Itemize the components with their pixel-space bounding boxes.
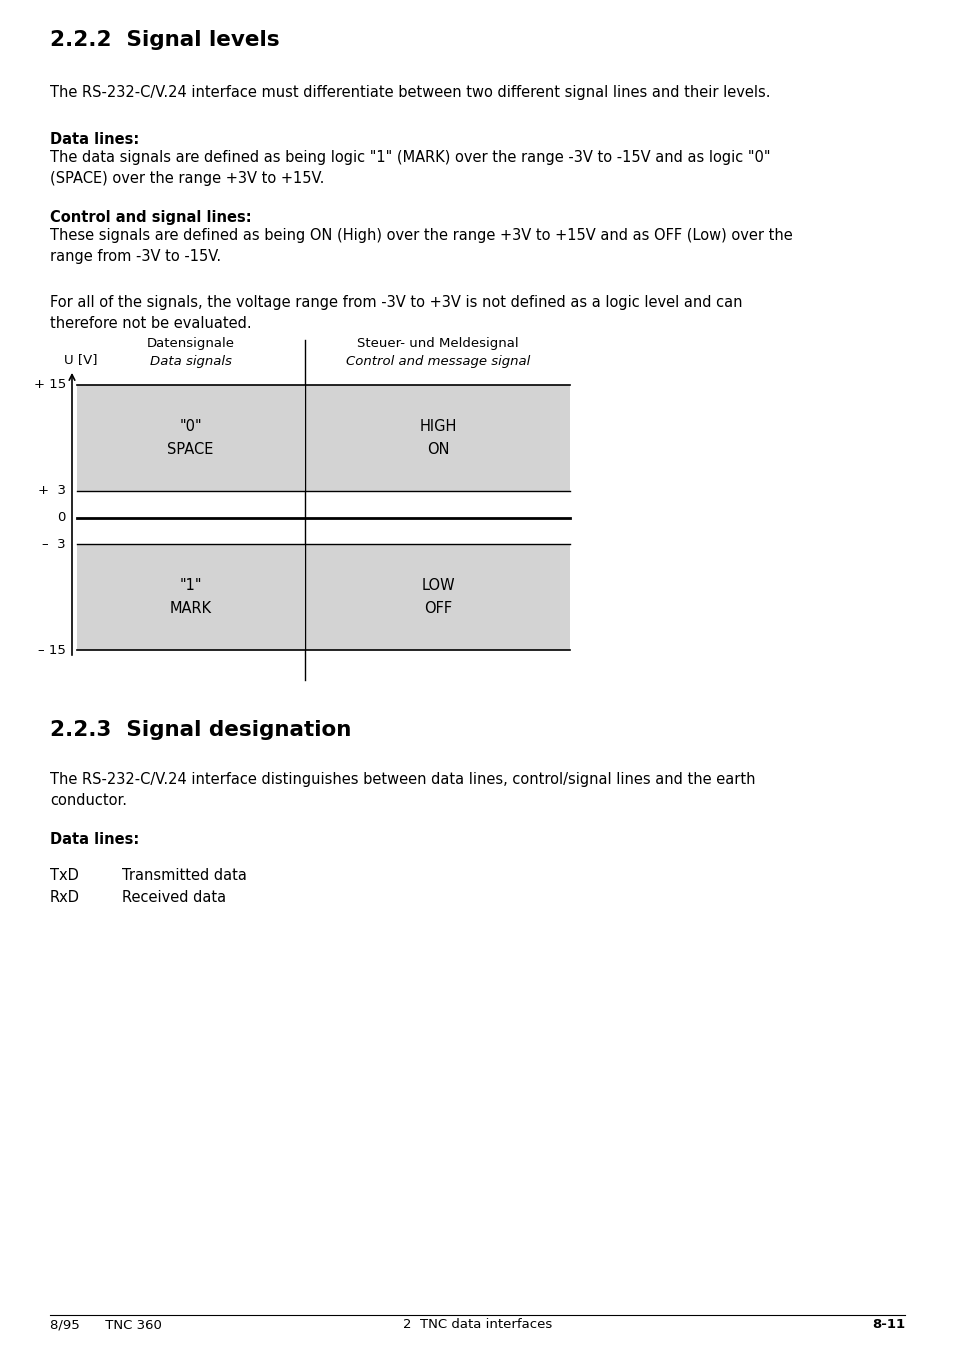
Text: The data signals are defined as being logic "1" (MARK) over the range -3V to -15: The data signals are defined as being lo… bbox=[50, 149, 770, 186]
Text: 0: 0 bbox=[57, 511, 66, 524]
Text: 8-11: 8-11 bbox=[871, 1318, 904, 1331]
Text: RxD: RxD bbox=[50, 890, 80, 905]
Bar bbox=[306, 385, 569, 491]
Text: "1"
MARK: "1" MARK bbox=[170, 579, 212, 615]
Text: 2  TNC data interfaces: 2 TNC data interfaces bbox=[402, 1318, 552, 1331]
Text: Data lines:: Data lines: bbox=[50, 832, 139, 847]
Text: Control and message signal: Control and message signal bbox=[346, 355, 530, 367]
Text: TxD: TxD bbox=[50, 868, 79, 883]
Text: Transmitted data: Transmitted data bbox=[122, 868, 247, 883]
Text: Datensignale: Datensignale bbox=[147, 336, 234, 350]
Text: LOW
OFF: LOW OFF bbox=[420, 579, 455, 615]
Text: HIGH
ON: HIGH ON bbox=[419, 420, 456, 456]
Bar bbox=[77, 385, 304, 491]
Bar bbox=[306, 544, 569, 650]
Text: +  3: + 3 bbox=[38, 485, 66, 498]
Text: 2.2.3  Signal designation: 2.2.3 Signal designation bbox=[50, 720, 351, 740]
Text: For all of the signals, the voltage range from -3V to +3V is not defined as a lo: For all of the signals, the voltage rang… bbox=[50, 295, 741, 331]
Text: Steuer- und Meldesignal: Steuer- und Meldesignal bbox=[356, 336, 518, 350]
Text: 8/95      TNC 360: 8/95 TNC 360 bbox=[50, 1318, 162, 1331]
Text: These signals are defined as being ON (High) over the range +3V to +15V and as O: These signals are defined as being ON (H… bbox=[50, 227, 792, 264]
Text: "0"
SPACE: "0" SPACE bbox=[167, 420, 213, 456]
Text: The RS-232-C/V.24 interface must differentiate between two different signal line: The RS-232-C/V.24 interface must differe… bbox=[50, 85, 770, 100]
Text: Data signals: Data signals bbox=[150, 355, 232, 367]
Text: U [V]: U [V] bbox=[64, 353, 97, 366]
Text: + 15: + 15 bbox=[33, 378, 66, 392]
Text: Received data: Received data bbox=[122, 890, 226, 905]
Text: The RS-232-C/V.24 interface distinguishes between data lines, control/signal lin: The RS-232-C/V.24 interface distinguishe… bbox=[50, 773, 755, 808]
Text: 2.2.2  Signal levels: 2.2.2 Signal levels bbox=[50, 30, 279, 50]
Text: –  3: – 3 bbox=[42, 537, 66, 551]
Text: – 15: – 15 bbox=[38, 643, 66, 657]
Text: Data lines:: Data lines: bbox=[50, 132, 139, 147]
Text: Control and signal lines:: Control and signal lines: bbox=[50, 210, 252, 225]
Bar bbox=[77, 544, 304, 650]
